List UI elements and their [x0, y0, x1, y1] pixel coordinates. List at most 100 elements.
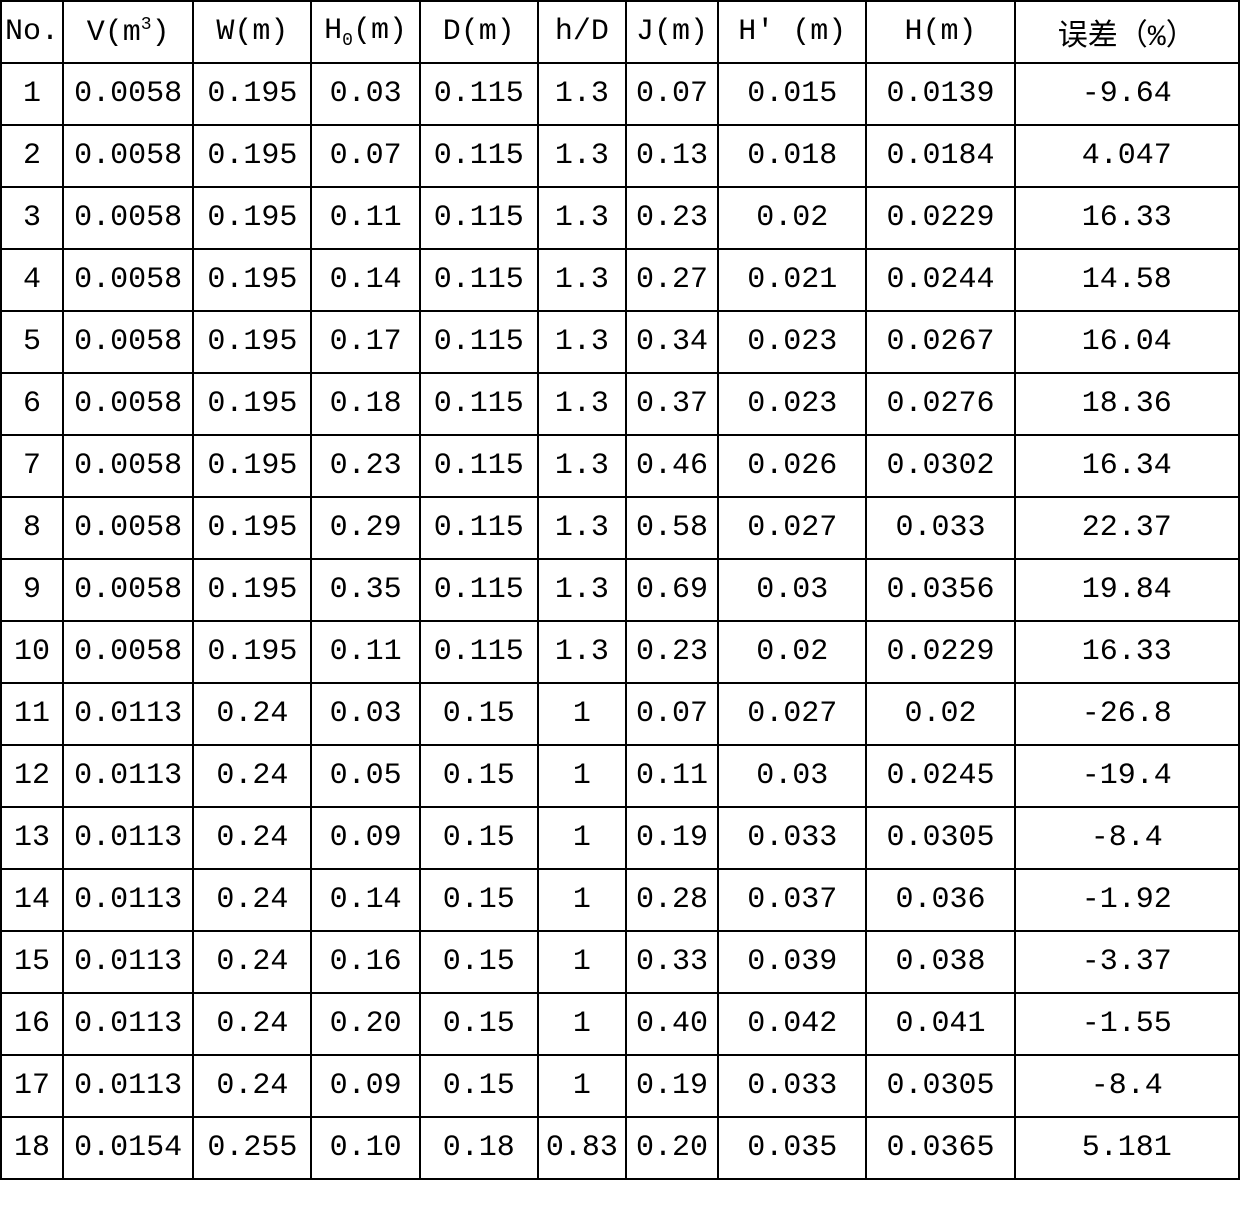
cell-11-2: 0.24	[193, 745, 311, 807]
cell-1-2: 0.195	[193, 125, 311, 187]
table-row: 50.00580.1950.170.1151.30.340.0230.02671…	[1, 311, 1239, 373]
table-row: 150.01130.240.160.1510.330.0390.038-3.37	[1, 931, 1239, 993]
cell-11-0: 12	[1, 745, 63, 807]
cell-6-7: 0.026	[718, 435, 866, 497]
col-header-3: H0(m)	[311, 1, 419, 63]
cell-6-9: 16.34	[1015, 435, 1239, 497]
cell-5-5: 1.3	[538, 373, 626, 435]
cell-7-7: 0.027	[718, 497, 866, 559]
cell-10-6: 0.07	[626, 683, 718, 745]
cell-17-0: 18	[1, 1117, 63, 1179]
table-header-row: No.V(m3)W(m)H0(m)D(m)h/DJ(m)H' (m)H(m)误差…	[1, 1, 1239, 63]
cell-1-6: 0.13	[626, 125, 718, 187]
cell-2-8: 0.0229	[866, 187, 1014, 249]
cell-11-4: 0.15	[420, 745, 538, 807]
cell-14-3: 0.16	[311, 931, 419, 993]
cell-17-6: 0.20	[626, 1117, 718, 1179]
table-row: 10.00580.1950.030.1151.30.070.0150.0139-…	[1, 63, 1239, 125]
cell-0-2: 0.195	[193, 63, 311, 125]
col-header-7: H' (m)	[718, 1, 866, 63]
cell-2-1: 0.0058	[63, 187, 193, 249]
cell-0-0: 1	[1, 63, 63, 125]
cell-15-8: 0.041	[866, 993, 1014, 1055]
cell-14-7: 0.039	[718, 931, 866, 993]
cell-15-9: -1.55	[1015, 993, 1239, 1055]
cell-17-2: 0.255	[193, 1117, 311, 1179]
cell-12-4: 0.15	[420, 807, 538, 869]
cell-12-0: 13	[1, 807, 63, 869]
cell-2-6: 0.23	[626, 187, 718, 249]
table-row: 120.01130.240.050.1510.110.030.0245-19.4	[1, 745, 1239, 807]
cell-12-5: 1	[538, 807, 626, 869]
cell-8-5: 1.3	[538, 559, 626, 621]
cell-10-1: 0.0113	[63, 683, 193, 745]
cell-9-3: 0.11	[311, 621, 419, 683]
cell-5-0: 6	[1, 373, 63, 435]
cell-11-8: 0.0245	[866, 745, 1014, 807]
col-header-0: No.	[1, 1, 63, 63]
cell-2-2: 0.195	[193, 187, 311, 249]
cell-6-5: 1.3	[538, 435, 626, 497]
table-row: 100.00580.1950.110.1151.30.230.020.02291…	[1, 621, 1239, 683]
cell-3-9: 14.58	[1015, 249, 1239, 311]
cell-8-3: 0.35	[311, 559, 419, 621]
cell-12-3: 0.09	[311, 807, 419, 869]
cell-11-1: 0.0113	[63, 745, 193, 807]
cell-5-6: 0.37	[626, 373, 718, 435]
col-header-9: 误差（%）	[1015, 1, 1239, 63]
cell-9-6: 0.23	[626, 621, 718, 683]
cell-0-6: 0.07	[626, 63, 718, 125]
cell-1-3: 0.07	[311, 125, 419, 187]
cell-1-1: 0.0058	[63, 125, 193, 187]
cell-9-2: 0.195	[193, 621, 311, 683]
cell-10-9: -26.8	[1015, 683, 1239, 745]
cell-16-8: 0.0305	[866, 1055, 1014, 1117]
cell-17-1: 0.0154	[63, 1117, 193, 1179]
cell-8-1: 0.0058	[63, 559, 193, 621]
cell-3-5: 1.3	[538, 249, 626, 311]
col-header-2: W(m)	[193, 1, 311, 63]
cell-8-4: 0.115	[420, 559, 538, 621]
cell-12-2: 0.24	[193, 807, 311, 869]
col-header-6: J(m)	[626, 1, 718, 63]
cell-2-9: 16.33	[1015, 187, 1239, 249]
cell-16-0: 17	[1, 1055, 63, 1117]
cell-10-7: 0.027	[718, 683, 866, 745]
cell-6-3: 0.23	[311, 435, 419, 497]
cell-4-3: 0.17	[311, 311, 419, 373]
cell-9-7: 0.02	[718, 621, 866, 683]
data-table: No.V(m3)W(m)H0(m)D(m)h/DJ(m)H' (m)H(m)误差…	[0, 0, 1240, 1180]
col-header-4: D(m)	[420, 1, 538, 63]
cell-0-9: -9.64	[1015, 63, 1239, 125]
cell-9-9: 16.33	[1015, 621, 1239, 683]
cell-12-1: 0.0113	[63, 807, 193, 869]
cell-15-0: 16	[1, 993, 63, 1055]
cell-10-3: 0.03	[311, 683, 419, 745]
cell-5-2: 0.195	[193, 373, 311, 435]
cell-13-4: 0.15	[420, 869, 538, 931]
cell-0-3: 0.03	[311, 63, 419, 125]
table-row: 60.00580.1950.180.1151.30.370.0230.02761…	[1, 373, 1239, 435]
cell-8-8: 0.0356	[866, 559, 1014, 621]
cell-11-7: 0.03	[718, 745, 866, 807]
cell-14-1: 0.0113	[63, 931, 193, 993]
table-row: 40.00580.1950.140.1151.30.270.0210.02441…	[1, 249, 1239, 311]
cell-0-8: 0.0139	[866, 63, 1014, 125]
cell-4-4: 0.115	[420, 311, 538, 373]
cell-15-7: 0.042	[718, 993, 866, 1055]
cell-4-8: 0.0267	[866, 311, 1014, 373]
cell-13-7: 0.037	[718, 869, 866, 931]
cell-15-1: 0.0113	[63, 993, 193, 1055]
cell-3-6: 0.27	[626, 249, 718, 311]
cell-6-6: 0.46	[626, 435, 718, 497]
cell-13-0: 14	[1, 869, 63, 931]
cell-2-5: 1.3	[538, 187, 626, 249]
cell-17-4: 0.18	[420, 1117, 538, 1179]
cell-7-1: 0.0058	[63, 497, 193, 559]
cell-2-7: 0.02	[718, 187, 866, 249]
cell-1-7: 0.018	[718, 125, 866, 187]
cell-16-9: -8.4	[1015, 1055, 1239, 1117]
cell-14-8: 0.038	[866, 931, 1014, 993]
table-row: 110.01130.240.030.1510.070.0270.02-26.8	[1, 683, 1239, 745]
cell-11-3: 0.05	[311, 745, 419, 807]
